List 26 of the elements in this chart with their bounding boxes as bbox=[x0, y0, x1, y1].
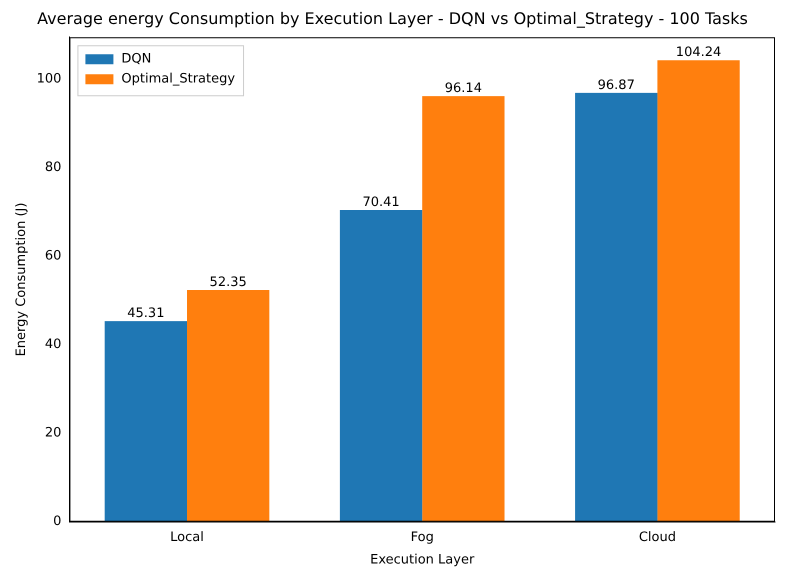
x-tick-label: Local bbox=[170, 530, 204, 545]
data-label: 70.41 bbox=[362, 194, 400, 210]
bar bbox=[657, 60, 740, 522]
y-tick-label: 0 bbox=[53, 514, 62, 530]
bar bbox=[575, 92, 658, 522]
x-axis-title: Execution Layer bbox=[370, 552, 475, 568]
data-label: 96.14 bbox=[444, 81, 482, 96]
y-tick-label: 80 bbox=[44, 160, 62, 175]
y-tick-label: 60 bbox=[44, 248, 62, 264]
bar bbox=[340, 210, 422, 522]
y-axis-title: Energy Consumption (J) bbox=[14, 202, 30, 356]
x-tick-label: Cloud bbox=[638, 530, 676, 545]
bar bbox=[422, 96, 505, 522]
chart-title: Average energy Consumption by Execution Layer - DQN vs Optimal_Strategy - 100 Tasks bbox=[37, 8, 748, 28]
x-tick-label: Fog bbox=[410, 530, 434, 545]
bar bbox=[187, 290, 270, 522]
y-tick-label: 40 bbox=[44, 337, 62, 352]
bar bbox=[104, 321, 188, 522]
y-tick-label: 20 bbox=[44, 426, 62, 441]
legend-label: DQN bbox=[121, 52, 152, 67]
data-label: 52.35 bbox=[210, 274, 247, 290]
data-label: 104.24 bbox=[676, 45, 722, 60]
y-tick-label: 100 bbox=[36, 71, 62, 86]
data-label: 96.87 bbox=[598, 78, 635, 93]
legend-label: Optimal_Strategy bbox=[121, 72, 236, 87]
data-label: 45.31 bbox=[127, 306, 164, 322]
